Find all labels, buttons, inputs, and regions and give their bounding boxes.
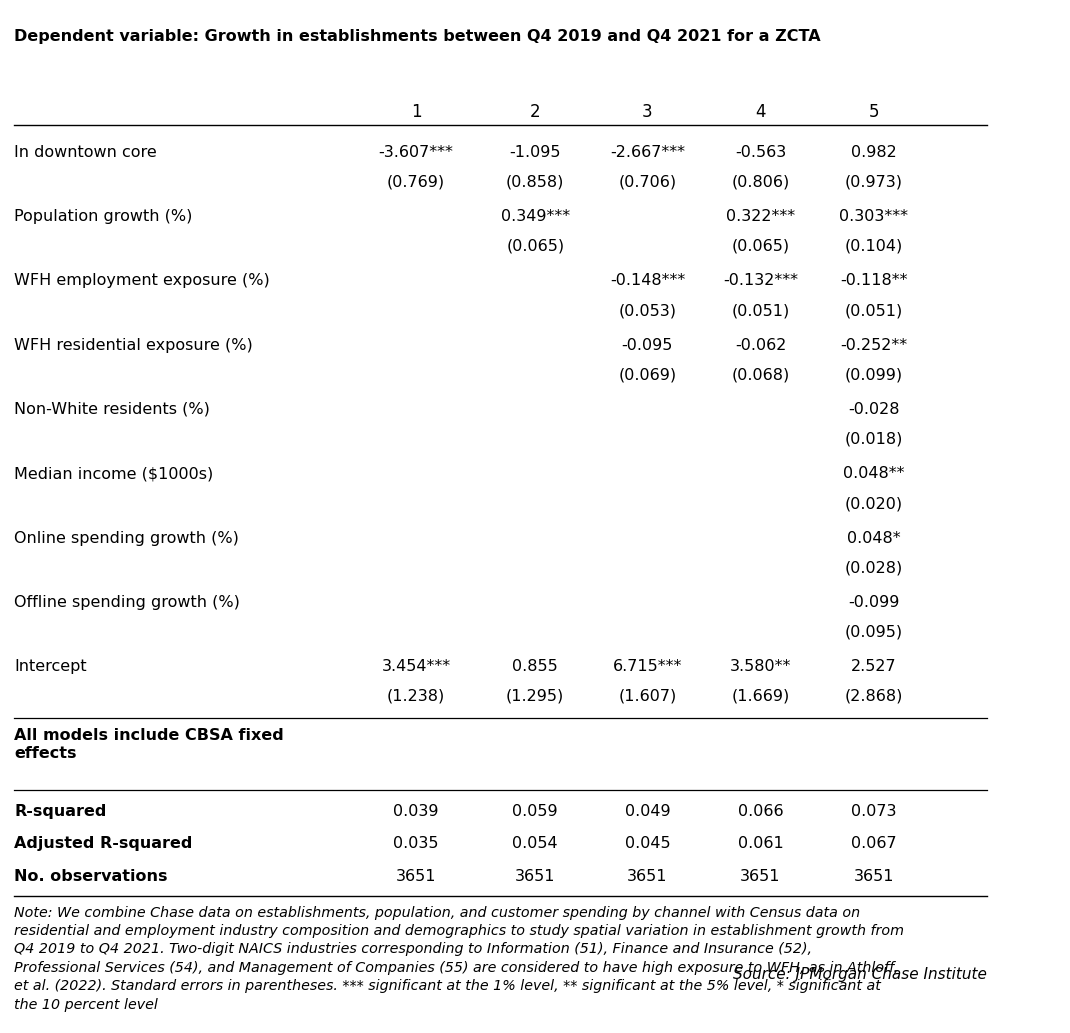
Text: (1.238): (1.238) (387, 689, 445, 703)
Text: -0.099: -0.099 (849, 595, 900, 609)
Text: (0.053): (0.053) (618, 303, 676, 318)
Text: 0.982: 0.982 (851, 145, 897, 160)
Text: (0.028): (0.028) (844, 560, 903, 575)
Text: WFH employment exposure (%): WFH employment exposure (%) (14, 274, 270, 288)
Text: 4: 4 (755, 103, 766, 121)
Text: 3651: 3651 (627, 869, 668, 884)
Text: (0.051): (0.051) (844, 303, 903, 318)
Text: -0.252**: -0.252** (840, 338, 907, 352)
Text: -3.607***: -3.607*** (379, 145, 454, 160)
Text: 3: 3 (642, 103, 653, 121)
Text: (0.769): (0.769) (387, 175, 445, 189)
Text: 0.322***: 0.322*** (725, 209, 795, 224)
Text: WFH residential exposure (%): WFH residential exposure (%) (14, 338, 253, 352)
Text: -1.095: -1.095 (509, 145, 561, 160)
Text: 1: 1 (411, 103, 422, 121)
Text: All models include CBSA fixed
effects: All models include CBSA fixed effects (14, 728, 284, 760)
Text: Non-White residents (%): Non-White residents (%) (14, 402, 210, 417)
Text: (0.973): (0.973) (844, 175, 903, 189)
Text: 3651: 3651 (854, 869, 893, 884)
Text: (1.607): (1.607) (618, 689, 676, 703)
Text: -0.563: -0.563 (735, 145, 786, 160)
Text: 0.054: 0.054 (513, 837, 559, 851)
Text: -0.118**: -0.118** (840, 274, 907, 288)
Text: (0.706): (0.706) (618, 175, 676, 189)
Text: -0.062: -0.062 (735, 338, 786, 352)
Text: Offline spending growth (%): Offline spending growth (%) (14, 595, 240, 609)
Text: -2.667***: -2.667*** (610, 145, 685, 160)
Text: (0.095): (0.095) (844, 625, 903, 639)
Text: Adjusted R-squared: Adjusted R-squared (14, 837, 193, 851)
Text: 3.454***: 3.454*** (382, 659, 450, 675)
Text: 2: 2 (530, 103, 540, 121)
Text: 3651: 3651 (515, 869, 555, 884)
Text: Median income ($1000s): Median income ($1000s) (14, 466, 213, 481)
Text: (1.295): (1.295) (506, 689, 564, 703)
Text: 3651: 3651 (396, 869, 437, 884)
Text: 0.067: 0.067 (851, 837, 897, 851)
Text: 0.855: 0.855 (513, 659, 559, 675)
Text: (0.068): (0.068) (732, 368, 790, 382)
Text: (0.806): (0.806) (732, 175, 790, 189)
Text: (0.051): (0.051) (732, 303, 790, 318)
Text: (0.020): (0.020) (844, 496, 903, 511)
Text: 0.066: 0.066 (737, 804, 783, 818)
Text: 0.048*: 0.048* (846, 531, 901, 545)
Text: (0.858): (0.858) (506, 175, 564, 189)
Text: 0.349***: 0.349*** (501, 209, 570, 224)
Text: (0.104): (0.104) (844, 239, 903, 254)
Text: 0.039: 0.039 (394, 804, 439, 818)
Text: 5: 5 (869, 103, 878, 121)
Text: Online spending growth (%): Online spending growth (%) (14, 531, 239, 545)
Text: (0.099): (0.099) (844, 368, 903, 382)
Text: Note: We combine Chase data on establishments, population, and customer spending: Note: We combine Chase data on establish… (14, 906, 904, 1011)
Text: 0.303***: 0.303*** (839, 209, 908, 224)
Text: (1.669): (1.669) (732, 689, 790, 703)
Text: -0.132***: -0.132*** (723, 274, 798, 288)
Text: 0.073: 0.073 (851, 804, 897, 818)
Text: (0.065): (0.065) (506, 239, 564, 254)
Text: -0.148***: -0.148*** (610, 274, 685, 288)
Text: Intercept: Intercept (14, 659, 87, 675)
Text: Source: JPMorgan Chase Institute: Source: JPMorgan Chase Institute (733, 967, 987, 982)
Text: -0.028: -0.028 (847, 402, 900, 417)
Text: In downtown core: In downtown core (14, 145, 157, 160)
Text: (2.868): (2.868) (844, 689, 903, 703)
Text: 0.049: 0.049 (625, 804, 670, 818)
Text: 6.715***: 6.715*** (613, 659, 682, 675)
Text: 3651: 3651 (740, 869, 781, 884)
Text: No. observations: No. observations (14, 869, 168, 884)
Text: (0.065): (0.065) (732, 239, 790, 254)
Text: -0.095: -0.095 (622, 338, 673, 352)
Text: 2.527: 2.527 (851, 659, 897, 675)
Text: 3.580**: 3.580** (730, 659, 791, 675)
Text: R-squared: R-squared (14, 804, 107, 818)
Text: (0.018): (0.018) (844, 432, 903, 446)
Text: Population growth (%): Population growth (%) (14, 209, 193, 224)
Text: 0.061: 0.061 (737, 837, 783, 851)
Text: 0.059: 0.059 (513, 804, 559, 818)
Text: 0.045: 0.045 (625, 837, 670, 851)
Text: 0.048**: 0.048** (843, 466, 904, 481)
Text: (0.069): (0.069) (618, 368, 676, 382)
Text: Dependent variable: Growth in establishments between Q4 2019 and Q4 2021 for a Z: Dependent variable: Growth in establishm… (14, 29, 821, 44)
Text: 0.035: 0.035 (394, 837, 439, 851)
